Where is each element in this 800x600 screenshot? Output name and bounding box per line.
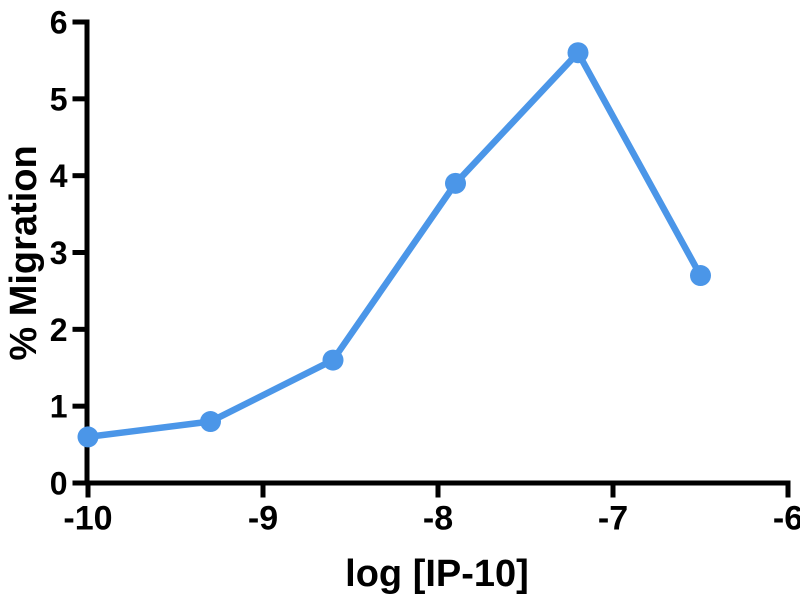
y-axis-title: % Migration [3, 145, 45, 360]
data-point-marker [200, 411, 221, 433]
axes: 0 1 2 3 4 5 6 -10 -9 -8 -7 -6 [50, 5, 800, 538]
x-tick-label: -8 [423, 500, 453, 538]
x-tick-label: -10 [63, 500, 112, 538]
y-tick-label: 1 [50, 389, 68, 425]
plot-series [77, 42, 711, 448]
x-axis-title: log [IP-10] [345, 553, 529, 595]
y-tick-label: 2 [50, 312, 68, 348]
series-line [84, 49, 704, 441]
y-tick-label: 6 [50, 5, 68, 41]
data-point-marker [445, 172, 466, 194]
y-tick-label: 5 [50, 81, 68, 117]
y-tick-label: 3 [50, 235, 68, 271]
y-tick-label: 0 [50, 466, 68, 502]
x-tick-label: -6 [773, 500, 800, 538]
x-tick-label: -9 [248, 500, 278, 538]
data-point-marker [322, 349, 344, 371]
x-tick-label: -7 [598, 500, 628, 538]
data-point-marker [77, 426, 99, 448]
y-tick-label: 4 [50, 158, 68, 194]
data-point-marker [567, 42, 589, 64]
data-point-marker [690, 265, 711, 287]
